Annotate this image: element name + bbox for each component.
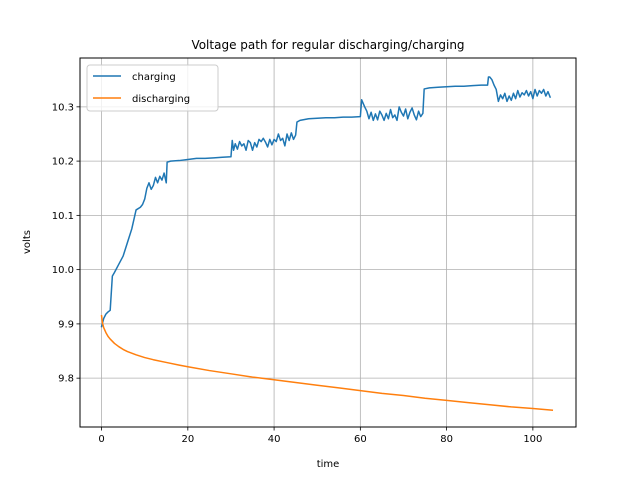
x-axis-label: time [317,459,340,470]
y-tick-label: 9.9 [58,319,74,330]
y-tick-label: 10.3 [52,102,74,113]
series-line-discharging [100,314,554,411]
chart-title: Voltage path for regular discharging/cha… [191,38,464,52]
x-tick-label: 40 [268,434,281,445]
x-tick-label: 100 [523,434,542,445]
series-line-charging [100,76,552,328]
legend-label-charging: charging [132,72,176,83]
legend-label-discharging: discharging [132,94,190,105]
grid-lines [80,58,576,427]
legend: charging discharging [86,64,219,112]
y-tick-label: 10.0 [52,265,74,276]
y-tick-label: 10.1 [52,211,74,222]
x-tick-label: 20 [181,434,194,445]
x-tick-label: 80 [440,434,453,445]
y-tick-label: 10.2 [52,157,74,168]
tick-layer: 0 20 40 60 80 100 9.8 9.9 10.0 10.1 10.2 10.3 [52,102,543,445]
x-tick-label: 0 [98,434,104,445]
series-layer [100,76,554,411]
x-tick-label: 60 [354,434,367,445]
plot-frame [79,57,577,428]
y-axis-label: volts [22,230,33,254]
y-tick-label: 9.8 [58,374,74,385]
